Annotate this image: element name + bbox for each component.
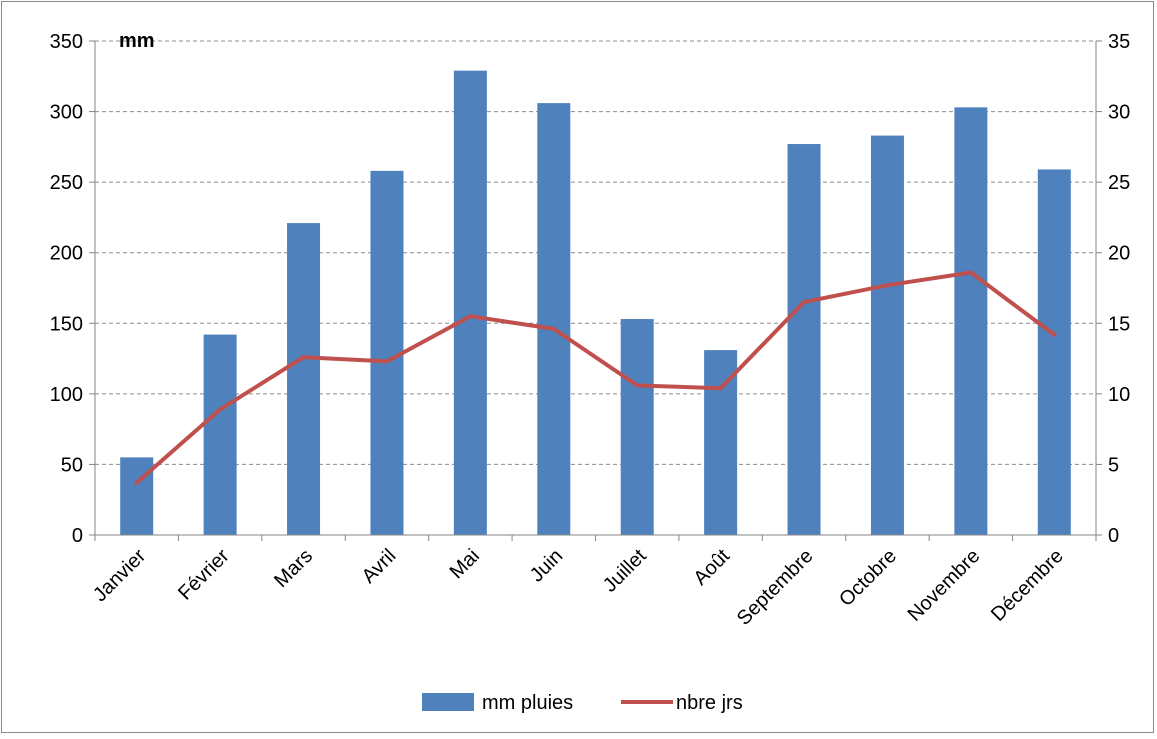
- x-tick-label: Janvier: [89, 545, 150, 606]
- legend-label-line: nbre jrs: [676, 692, 743, 714]
- x-tick-label: Juin: [526, 545, 568, 587]
- bar: [787, 144, 821, 535]
- line-point: [635, 383, 640, 388]
- x-tick-label: Novembre: [904, 545, 985, 626]
- line-point: [468, 314, 473, 319]
- x-tick-label: Mai: [446, 545, 484, 583]
- y-tick-label-right: 20: [1108, 243, 1130, 265]
- y-tick-label-left: 0: [72, 525, 83, 547]
- gridlines: [95, 40, 1096, 465]
- bar: [370, 170, 404, 535]
- bar: [870, 135, 904, 535]
- legend-swatch-bars: [422, 693, 474, 711]
- x-tick-label: Septembre: [733, 545, 818, 630]
- line-point: [218, 407, 223, 412]
- x-tick-label: Décembre: [987, 545, 1068, 626]
- y-tick-label-right: 30: [1108, 102, 1130, 124]
- legend: mm pluies nbre jrs: [422, 692, 743, 714]
- line-point: [551, 326, 556, 331]
- unit-label: mm: [119, 30, 155, 52]
- y-tick-label-right: 0: [1108, 525, 1119, 547]
- bar: [203, 334, 237, 535]
- line-point: [1052, 332, 1057, 337]
- y-tick-label-left: 250: [50, 172, 83, 194]
- bar: [287, 223, 321, 535]
- line-point: [968, 270, 973, 275]
- bar: [120, 457, 154, 535]
- bar: [1037, 169, 1071, 535]
- line-point: [802, 300, 807, 305]
- x-tick-label: Avril: [358, 545, 401, 588]
- bar: [453, 70, 487, 535]
- y-tick-label-left: 100: [50, 384, 83, 406]
- x-tick-label: Août: [690, 545, 735, 590]
- y-tick-label-left: 300: [50, 102, 83, 124]
- y-tick-label-right: 25: [1108, 172, 1130, 194]
- line-point: [718, 386, 723, 391]
- y-tick-label-left: 200: [50, 243, 83, 265]
- bar-series: [120, 70, 1071, 536]
- axes: [89, 40, 1102, 541]
- line-point: [301, 355, 306, 360]
- y-tick-label-right: 5: [1108, 454, 1119, 476]
- bar: [537, 103, 571, 536]
- y-tick-label-left: 150: [50, 313, 83, 335]
- x-tick-label: Février: [174, 545, 234, 605]
- y-tick-label-right: 15: [1108, 313, 1130, 335]
- line-point: [384, 359, 389, 364]
- line-point: [885, 283, 890, 288]
- line-point: [134, 480, 139, 485]
- x-tick-label: Octobre: [835, 545, 901, 611]
- y-tick-label-right: 10: [1108, 384, 1130, 406]
- y-tick-label-left: 50: [61, 454, 83, 476]
- x-tick-label: Juillet: [599, 545, 651, 597]
- bar: [954, 107, 988, 535]
- y-tick-label-right: 35: [1108, 31, 1130, 53]
- x-tick-label: Mars: [270, 545, 317, 592]
- y-tick-label-left: 350: [50, 31, 83, 53]
- legend-label-bars: mm pluies: [482, 692, 573, 714]
- bar: [704, 350, 738, 535]
- bar: [620, 319, 654, 535]
- line-series: [134, 270, 1057, 485]
- series-line: [134, 270, 1057, 485]
